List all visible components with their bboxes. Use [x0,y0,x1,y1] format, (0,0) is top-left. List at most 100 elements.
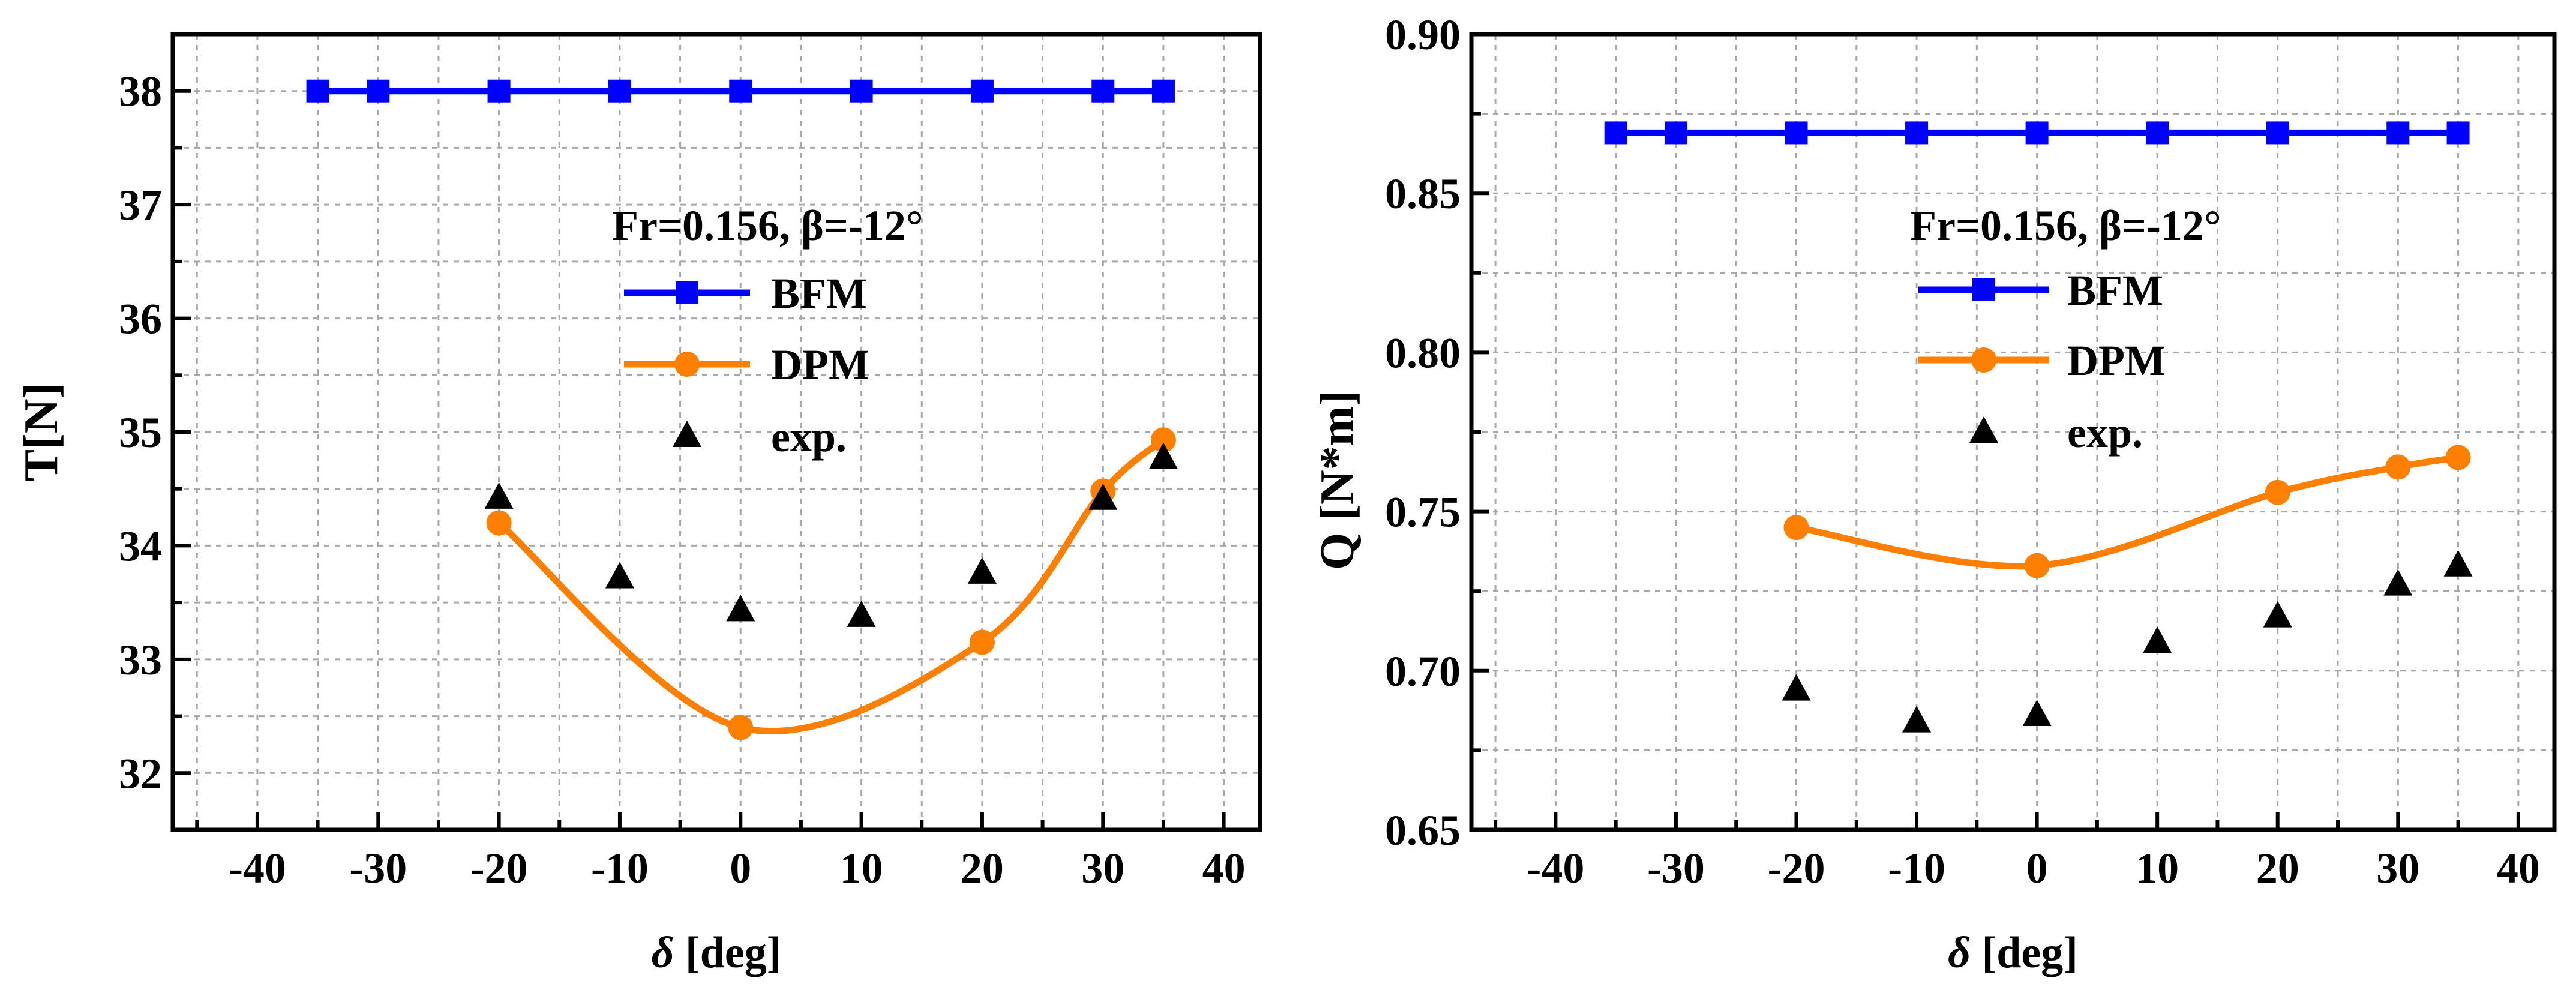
x-axis: -40 -30 -20 -10 0 10 20 30 40 [195,812,1246,892]
x-tick-label: -40 [1527,844,1584,892]
series-exp [484,442,1178,627]
x-axis-unit: [deg] [1971,928,2078,977]
data-point [967,557,997,584]
legend-label: DPM [771,341,869,389]
data-point [2025,121,2049,145]
x-tick-label: -30 [1647,844,1705,892]
chart-panel-1: -40 -30 -20 -10 0 10 20 30 40 32 33 34 35 36 37 38 δ [de… [15,32,1262,977]
y-tick-label: 32 [119,749,162,797]
data-point [1902,706,1932,733]
data-point [1782,674,1811,701]
x-axis-unit: [deg] [674,928,782,977]
legend-marker [674,352,700,377]
y-tick-label: 0.65 [1385,806,1461,854]
data-point [1785,121,1808,145]
data-point [1091,79,1115,103]
y-tick-label: 35 [119,409,162,457]
x-tick-label: -10 [591,844,649,892]
annotation: Fr=0.156, β=-12° [612,202,923,250]
data-point [2385,454,2411,480]
legend-marker [1971,347,1996,373]
y-tick-label: 0.75 [1385,488,1461,536]
series-dpm [486,427,1176,740]
series-bfm [306,79,1175,103]
data-point [728,715,754,740]
data-point [2146,121,2169,145]
y-tick-label: 37 [119,181,162,229]
data-point [2386,121,2410,145]
chart-panel-2: -40 -30 -20 -10 0 10 20 30 40 0.65 0.70 0.75 0.80 0.8… [1311,11,2557,977]
legend-marker [1969,416,1998,443]
data-point [2263,601,2292,628]
y-tick-label: 0.80 [1385,329,1461,377]
x-axis-label: δ [deg] [1948,928,2078,977]
data-point [1604,121,1627,145]
legend: BFM DPM exp. [624,269,869,461]
legend-label: BFM [2067,266,2163,314]
data-point [2446,121,2470,145]
data-point [970,79,994,103]
legend-marker [673,421,701,447]
legend-marker [1972,278,1995,301]
data-point [2383,569,2413,596]
y-tick-label: 0.85 [1385,170,1461,218]
data-point [1150,427,1176,453]
legend-label: exp. [2067,409,2143,457]
data-point [484,482,514,509]
data-point [729,79,752,103]
x-tick-label: -40 [229,844,286,892]
data-point [486,510,512,536]
y-tick-label: 38 [119,68,162,116]
data-point [1148,442,1178,469]
data-point [2445,445,2471,470]
data-point [2024,553,2050,578]
data-point [1783,515,1809,541]
data-point [1664,121,1687,145]
series-exp [1782,550,2473,733]
data-point [306,79,329,103]
legend-label: exp. [771,413,847,461]
y-axis-label: T[N] [15,383,68,481]
x-tick-label: 30 [1081,844,1124,892]
data-point [367,79,390,103]
y-axis: 32 33 34 35 36 37 38 [119,32,191,832]
x-axis: -40 -30 -20 -10 0 10 20 30 40 [1494,812,2540,892]
data-point [2443,550,2473,577]
y-axis: 0.65 0.70 0.75 0.80 0.85 0.90 [1385,11,1489,854]
series-dpm [1783,445,2471,578]
data-point [1905,121,1929,145]
annotation: Fr=0.156, β=-12° [1910,202,2221,250]
x-tick-label: -30 [349,844,407,892]
x-tick-label: 40 [2497,844,2540,892]
legend-label: DPM [2067,337,2166,385]
series-bfm [1604,121,2470,145]
legend-label: BFM [771,269,867,317]
data-point [2265,479,2290,505]
y-tick-label: 33 [119,636,162,684]
data-point [847,600,876,627]
data-point [969,629,995,655]
x-tick-label: -10 [1888,844,1945,892]
x-axis-symbol: δ [1948,928,1971,977]
data-point [726,595,755,622]
grid [173,34,1260,830]
series-line [497,437,1166,735]
legend: BFM DPM exp. [1918,266,2166,457]
x-tick-label: -20 [1768,844,1825,892]
data-point [1088,483,1118,510]
data-point [608,79,631,103]
x-tick-label: 10 [840,844,883,892]
y-tick-label: 0.90 [1385,11,1461,59]
data-point [2022,700,2052,727]
grid [1471,34,2554,830]
legend-marker [676,281,698,304]
x-tick-label: 10 [2136,844,2179,892]
data-point [605,562,634,589]
data-point [850,79,873,103]
x-axis-label: δ [deg] [652,928,782,977]
y-tick-label: 36 [119,295,162,343]
y-tick-label: 0.70 [1385,647,1461,695]
y-axis-label: Q [N*m] [1311,390,1364,570]
x-axis-symbol: δ [652,928,674,977]
